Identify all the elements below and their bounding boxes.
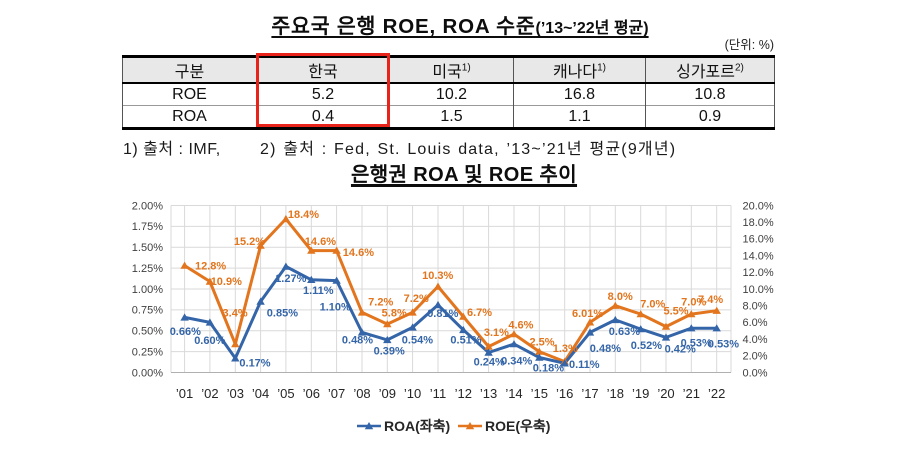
svg-text:12.0%: 12.0% — [743, 267, 774, 279]
svg-text:’15: ’15 — [531, 386, 548, 401]
svg-text:0.00%: 0.00% — [132, 367, 163, 379]
svg-text:’07: ’07 — [328, 386, 345, 401]
svg-text:1.27%: 1.27% — [275, 273, 306, 285]
svg-text:’03: ’03 — [227, 386, 244, 401]
svg-text:’13: ’13 — [480, 386, 497, 401]
svg-text:6.01%: 6.01% — [572, 308, 603, 320]
svg-text:0.42%: 0.42% — [665, 344, 696, 356]
svg-text:0.25%: 0.25% — [132, 346, 163, 358]
svg-text:’21: ’21 — [683, 386, 700, 401]
svg-text:10.3%: 10.3% — [422, 270, 453, 282]
svg-text:14.6%: 14.6% — [343, 247, 374, 259]
svg-text:’10: ’10 — [404, 386, 421, 401]
svg-text:0.81%: 0.81% — [427, 308, 458, 320]
svg-text:0.52%: 0.52% — [631, 340, 662, 352]
svg-text:0.0%: 0.0% — [743, 367, 768, 379]
svg-text:ROE(우축): ROE(우축) — [485, 418, 550, 434]
svg-text:’17: ’17 — [581, 386, 598, 401]
svg-text:’19: ’19 — [632, 386, 649, 401]
svg-text:’01: ’01 — [176, 386, 193, 401]
svg-text:8.0%: 8.0% — [743, 301, 768, 313]
svg-text:’20: ’20 — [657, 386, 674, 401]
svg-text:0.39%: 0.39% — [374, 346, 405, 358]
svg-text:’04: ’04 — [252, 386, 269, 401]
svg-text:8.0%: 8.0% — [608, 291, 633, 303]
svg-text:’16: ’16 — [556, 386, 573, 401]
svg-text:0.66%: 0.66% — [170, 326, 201, 338]
svg-text:0.34%: 0.34% — [501, 356, 532, 368]
svg-text:3.4%: 3.4% — [223, 308, 248, 320]
svg-text:2.5%: 2.5% — [529, 337, 554, 349]
svg-text:14.6%: 14.6% — [305, 236, 336, 248]
svg-text:’05: ’05 — [277, 386, 294, 401]
svg-text:7.0%: 7.0% — [681, 296, 706, 308]
svg-text:10.9%: 10.9% — [211, 276, 242, 288]
svg-text:1.11%: 1.11% — [303, 285, 334, 297]
svg-text:’14: ’14 — [505, 386, 522, 401]
svg-text:0.48%: 0.48% — [342, 334, 373, 346]
svg-text:4.0%: 4.0% — [743, 334, 768, 346]
svg-text:7.4%: 7.4% — [698, 294, 723, 306]
svg-text:0.75%: 0.75% — [132, 305, 163, 317]
svg-text:’09: ’09 — [379, 386, 396, 401]
svg-text:1.3%: 1.3% — [553, 343, 578, 355]
svg-text:12.8%: 12.8% — [195, 260, 226, 272]
svg-text:0.51%: 0.51% — [450, 334, 481, 346]
svg-text:0.63%: 0.63% — [609, 326, 640, 338]
svg-text:14.0%: 14.0% — [743, 250, 774, 262]
svg-text:0.17%: 0.17% — [239, 358, 270, 370]
svg-text:1.50%: 1.50% — [132, 242, 163, 254]
svg-text:’18: ’18 — [607, 386, 624, 401]
svg-text:0.85%: 0.85% — [267, 308, 298, 320]
svg-text:2.00%: 2.00% — [132, 200, 163, 212]
svg-text:20.0%: 20.0% — [743, 200, 774, 212]
svg-text:1.75%: 1.75% — [132, 221, 163, 233]
svg-text:7.2%: 7.2% — [368, 296, 393, 308]
svg-text:6.0%: 6.0% — [743, 317, 768, 329]
svg-text:0.54%: 0.54% — [402, 334, 433, 346]
svg-text:6.7%: 6.7% — [467, 307, 492, 319]
svg-text:0.60%: 0.60% — [194, 335, 225, 347]
svg-text:16.0%: 16.0% — [743, 234, 774, 246]
svg-text:1.00%: 1.00% — [132, 284, 163, 296]
svg-text:0.50%: 0.50% — [132, 326, 163, 338]
svg-text:10.0%: 10.0% — [743, 284, 774, 296]
svg-text:1.10%: 1.10% — [320, 301, 351, 313]
svg-text:7.0%: 7.0% — [640, 298, 665, 310]
svg-text:0.53%: 0.53% — [708, 339, 739, 351]
svg-text:18.0%: 18.0% — [743, 217, 774, 229]
svg-text:1.25%: 1.25% — [132, 263, 163, 275]
svg-text:5.5%: 5.5% — [663, 306, 688, 318]
svg-text:3.1%: 3.1% — [484, 327, 509, 339]
svg-text:0.53%: 0.53% — [681, 338, 712, 350]
svg-text:0.11%: 0.11% — [569, 359, 600, 371]
svg-text:0.48%: 0.48% — [590, 343, 621, 355]
svg-text:0.18%: 0.18% — [533, 363, 564, 375]
svg-text:15.2%: 15.2% — [234, 236, 265, 248]
svg-text:’02: ’02 — [201, 386, 218, 401]
svg-text:18.4%: 18.4% — [288, 209, 319, 221]
svg-text:’06: ’06 — [303, 386, 320, 401]
svg-text:4.6%: 4.6% — [508, 320, 533, 332]
svg-text:2.0%: 2.0% — [743, 351, 768, 363]
svg-text:5.8%: 5.8% — [382, 308, 407, 320]
svg-text:’12: ’12 — [455, 386, 472, 401]
svg-text:’22: ’22 — [708, 386, 725, 401]
svg-text:7.2%: 7.2% — [404, 293, 429, 305]
svg-text:’08: ’08 — [353, 386, 370, 401]
svg-text:’11: ’11 — [430, 386, 446, 401]
svg-text:ROA(좌축): ROA(좌축) — [384, 418, 450, 434]
svg-text:0.24%: 0.24% — [474, 357, 505, 369]
